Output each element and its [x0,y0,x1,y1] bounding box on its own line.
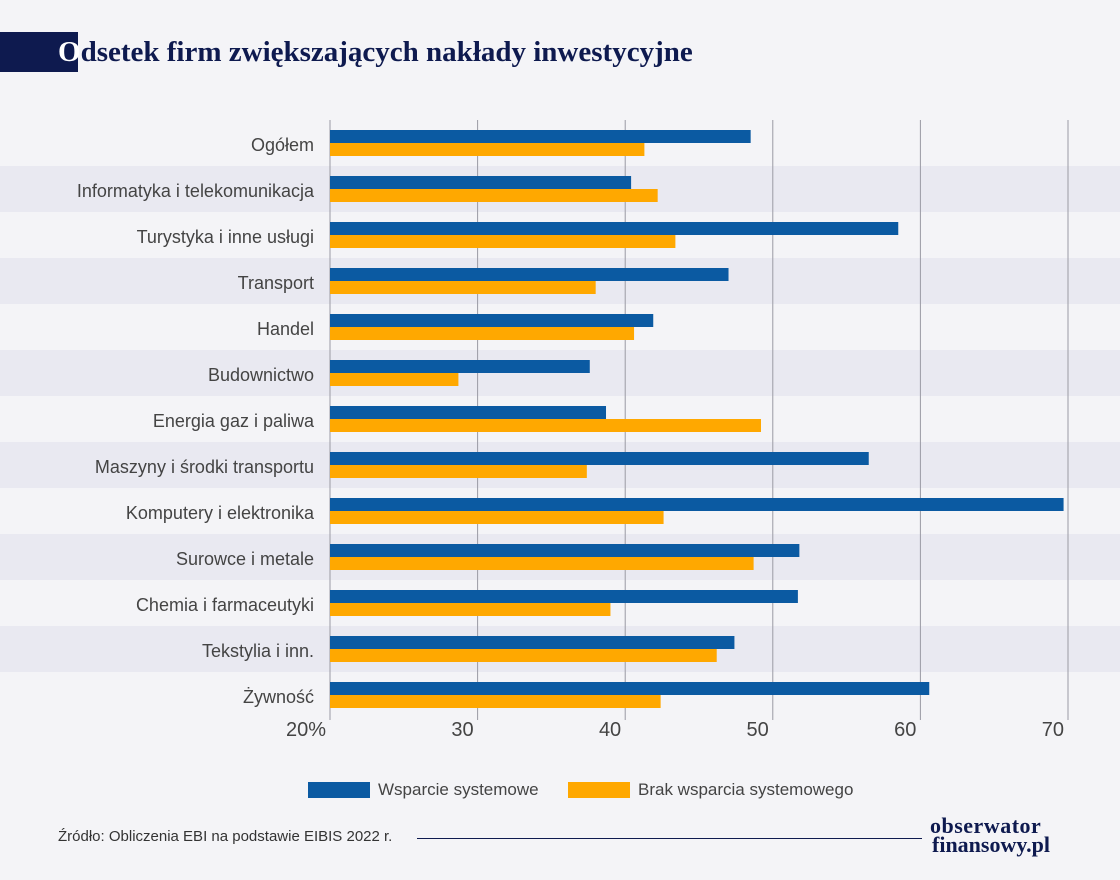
category-label: Handel [257,319,314,339]
source-divider [417,838,922,839]
legend-label-series-2: Brak wsparcia systemowego [638,780,854,799]
bar-wsparcie [330,452,869,465]
category-label: Surowce i metale [176,549,314,569]
x-tick-label: 20% [286,719,326,741]
bar-brak-wsparcia [330,327,635,340]
legend-swatch-series-2 [568,782,630,798]
bar-brak-wsparcia [330,235,676,248]
logo-line-2: finansowy.pl [932,832,1050,857]
category-label: Transport [238,273,314,293]
bar-wsparcie [330,590,798,603]
category-label: Komputery i elektronika [126,503,315,523]
category-label: Budownictwo [208,365,314,385]
bar-brak-wsparcia [330,419,761,432]
bar-wsparcie [330,406,607,419]
x-tick-label: 40 [599,719,621,741]
bar-wsparcie [330,130,751,143]
bar-brak-wsparcia [330,373,459,386]
legend-label-series-1: Wsparcie systemowe [378,780,539,799]
x-tick-label: 70 [1042,719,1064,741]
publisher-logo: obserwator finansowy.pl [930,813,1080,857]
bar-brak-wsparcia [330,465,587,478]
category-label: Informatyka i telekomunikacja [77,181,315,201]
bar-wsparcie [330,314,654,327]
bar-brak-wsparcia [330,695,661,708]
legend: Wsparcie systemowe Brak wsparcia systemo… [0,780,1120,804]
title-text: dsetek firm zwiększających nakłady inwes… [80,36,693,68]
category-label: Żywność [243,687,314,707]
category-label: Tekstylia i inn. [202,641,314,661]
bar-chart: 20% 30 40 50 60 70 Ogółem Informatyka i telekom… [0,120,1120,741]
chart-title: Odsetek firm zwiększających nakłady inwe… [58,36,693,69]
bar-brak-wsparcia [330,281,596,294]
x-tick-label: 50 [747,719,769,741]
title-accent-bar [0,32,78,72]
bar-brak-wsparcia [330,189,658,202]
bar-wsparcie [330,682,930,695]
category-label: Turystyka i inne usługi [137,227,314,247]
bar-brak-wsparcia [330,143,645,156]
bar-wsparcie [330,636,735,649]
bar-wsparcie [330,176,632,189]
bar-wsparcie [330,360,590,373]
category-label: Maszyny i środki transportu [95,457,314,477]
legend-item-series-2: Brak wsparcia systemowego [568,780,853,800]
x-tick-label: 30 [451,719,473,741]
bar-brak-wsparcia [330,511,664,524]
bar-wsparcie [330,268,729,281]
category-label: Chemia i farmaceutyki [136,595,314,615]
logo-line-1: obserwator [930,813,1042,838]
bar-wsparcie [330,222,899,235]
title-area: Odsetek firm zwiększających nakłady inwe… [0,32,1120,72]
category-label: Ogółem [251,135,314,155]
bar-wsparcie [330,498,1064,511]
legend-swatch-series-1 [308,782,370,798]
bar-wsparcie [330,544,800,557]
category-label: Energia gaz i paliwa [153,411,315,431]
bar-brak-wsparcia [330,557,754,570]
legend-item-series-1: Wsparcie systemowe [308,780,539,800]
bar-brak-wsparcia [330,603,611,616]
title-first-letter: O [58,36,81,68]
bar-brak-wsparcia [330,649,717,662]
source-note: Źródło: Obliczenia EBI na podstawie EIBI… [58,828,393,845]
x-tick-label: 60 [894,719,916,741]
